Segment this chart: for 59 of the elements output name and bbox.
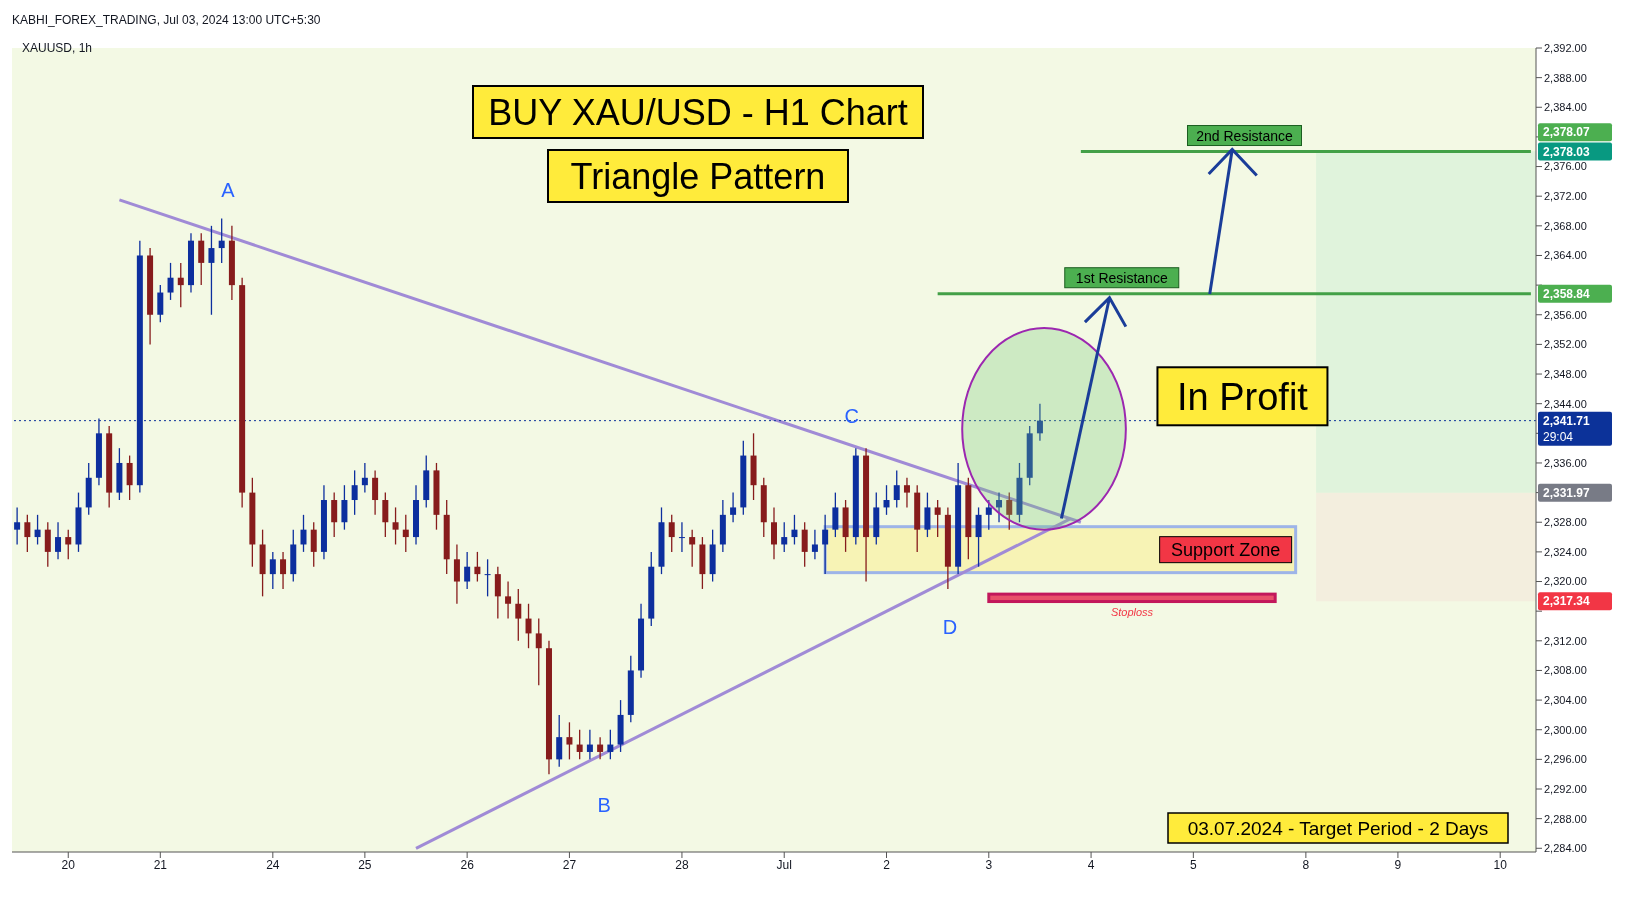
y-tick-label: 2,300.00 [1544,723,1587,736]
annotation: B [597,793,611,816]
y-tick-label: 2,308.00 [1544,664,1587,677]
band-label: Support Zone [1171,540,1281,561]
text: 2,358.84 [1543,286,1591,301]
x-tick-label: 28 [675,857,689,872]
y-tick-label: 2,296.00 [1544,753,1587,766]
x-tick-label: 8 [1302,857,1310,872]
text: 29:04 [1543,429,1574,444]
text: 2,378.03 [1543,144,1591,159]
y-tick-label: 2,292.00 [1544,782,1587,795]
x-tick-label: 25 [358,857,372,872]
annotation: 1st Resistance [1075,269,1168,286]
annotation: D [942,615,958,638]
y-tick-label: 2,324.00 [1544,545,1587,558]
y-tick-label: 2,344.00 [1544,397,1587,410]
x-tick-label: 9 [1394,857,1402,872]
y-tick-label: 2,368.00 [1544,219,1587,232]
text: KABHI_FOREX_TRADING, Jul 03, 2024 13:00 UTC+5:30 [12,13,321,27]
y-tick-label: 2,348.00 [1544,367,1587,380]
y-tick-label: 2,336.00 [1544,456,1587,469]
annotation: A [221,178,236,201]
y-tick-label: 2,372.00 [1544,190,1587,203]
text: 2,317.34 [1543,594,1591,609]
x-tick-label: Jul [776,857,792,872]
x-tick-label: 27 [562,857,577,872]
x-tick-label: 3 [985,857,993,872]
y-tick-label: 2,288.00 [1544,812,1587,825]
x-tick-label: 26 [460,857,475,872]
annotation: XAUUSD, 1h [22,41,93,55]
y-tick-label: 2,312.00 [1544,634,1587,647]
x-tick-label: 4 [1087,857,1095,872]
x-tick-label: 5 [1190,857,1198,872]
x-tick-label: 24 [266,857,280,872]
annotation: C [844,404,859,427]
ref-line-label: 2,341.71 [1543,413,1591,428]
y-tick-label: 2,376.00 [1544,160,1587,173]
annotation: 03.07.2024 - Target Period - 2 Days [1187,817,1489,839]
x-tick-label: 20 [61,857,76,872]
y-tick-label: 2,320.00 [1544,575,1587,588]
x-tick-label: 2 [883,857,891,872]
text: Triangle Pattern [570,156,826,197]
y-tick-label: 2,364.00 [1544,249,1587,262]
y-tick-label: 2,284.00 [1544,842,1587,855]
annotation: 2nd Resistance [1196,127,1293,144]
x-tick-label: 10 [1493,857,1508,872]
y-tick-label: 2,304.00 [1544,694,1587,706]
text: BUY XAU/USD - H1 Chart [488,92,908,133]
y-tick-label: 2,388.00 [1544,71,1587,84]
y-tick-label: 2,328.00 [1544,516,1587,529]
y-tick-label: 2,352.00 [1544,338,1587,351]
band-label: Stoploss [1110,605,1154,618]
annotation: In Profit [1176,375,1309,418]
x-tick-label: 21 [153,857,168,872]
y-tick-label: 2,356.00 [1544,308,1587,321]
y-tick-label: 2,392.00 [1544,41,1587,54]
text: 2,378.07 [1543,125,1591,140]
text: 2,331.97 [1543,485,1591,500]
y-tick-label: 2,384.00 [1544,101,1587,114]
